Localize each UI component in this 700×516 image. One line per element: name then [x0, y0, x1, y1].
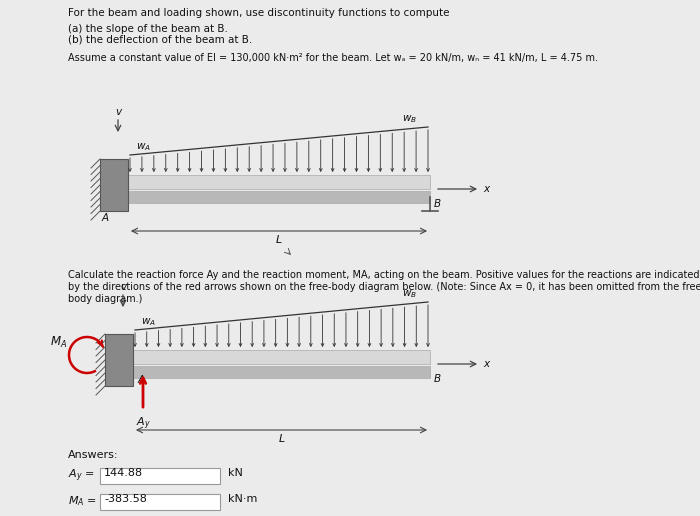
FancyBboxPatch shape: [100, 468, 220, 484]
Text: x: x: [483, 184, 489, 194]
Text: A: A: [138, 375, 145, 385]
Text: kN: kN: [228, 468, 243, 478]
Bar: [128, 191, 430, 203]
Text: (b) the deflection of the beam at B.: (b) the deflection of the beam at B.: [68, 35, 252, 45]
Text: B: B: [434, 374, 441, 384]
Text: -383.58: -383.58: [104, 494, 147, 504]
Text: $w_B$: $w_B$: [402, 288, 417, 300]
Text: $M_A$ =: $M_A$ =: [68, 494, 97, 508]
Text: For the beam and loading shown, use discontinuity functions to compute: For the beam and loading shown, use disc…: [68, 8, 449, 18]
Text: Assume a constant value of EI = 130,000 kN·m² for the beam. Let wₐ = 20 kN/m, wₙ: Assume a constant value of EI = 130,000 …: [68, 53, 598, 63]
Text: B: B: [434, 199, 441, 209]
Text: v: v: [115, 107, 121, 117]
Text: kN·m: kN·m: [228, 494, 258, 504]
Bar: [100, 159, 128, 211]
Text: $w_B$: $w_B$: [402, 113, 417, 125]
Text: (a) the slope of the beam at B.: (a) the slope of the beam at B.: [68, 24, 228, 34]
Bar: [133, 350, 430, 364]
Text: $M_A$: $M_A$: [50, 335, 67, 350]
Text: L: L: [276, 235, 282, 245]
Text: 144.88: 144.88: [104, 468, 143, 478]
Text: $w_A$: $w_A$: [136, 141, 151, 153]
Text: L: L: [279, 434, 285, 444]
FancyBboxPatch shape: [100, 494, 220, 510]
Text: $w_A$: $w_A$: [141, 316, 156, 328]
Bar: [133, 366, 430, 378]
Text: v: v: [120, 282, 126, 292]
Text: x: x: [483, 359, 489, 369]
Text: $A_y$: $A_y$: [136, 416, 150, 432]
Bar: [128, 175, 430, 189]
Text: Calculate the reaction force Ay and the reaction moment, MA, acting on the beam.: Calculate the reaction force Ay and the …: [68, 270, 699, 280]
Text: by the directions of the red arrows shown on the free-body diagram below. (Note:: by the directions of the red arrows show…: [68, 282, 700, 292]
Text: body diagram.): body diagram.): [68, 294, 142, 304]
Text: A: A: [102, 213, 109, 223]
Text: $A_y$ =: $A_y$ =: [68, 468, 95, 485]
Text: Answers:: Answers:: [68, 450, 118, 460]
Bar: [105, 334, 133, 386]
